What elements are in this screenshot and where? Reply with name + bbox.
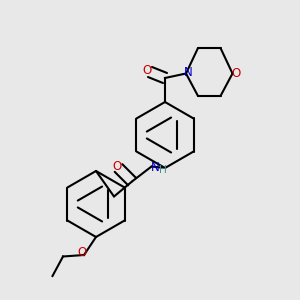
Text: O: O <box>77 246 86 259</box>
Text: O: O <box>232 67 241 80</box>
Text: N: N <box>184 66 193 80</box>
Text: N: N <box>151 161 160 174</box>
Text: O: O <box>142 64 152 77</box>
Text: H: H <box>159 165 167 175</box>
Text: O: O <box>112 160 122 173</box>
